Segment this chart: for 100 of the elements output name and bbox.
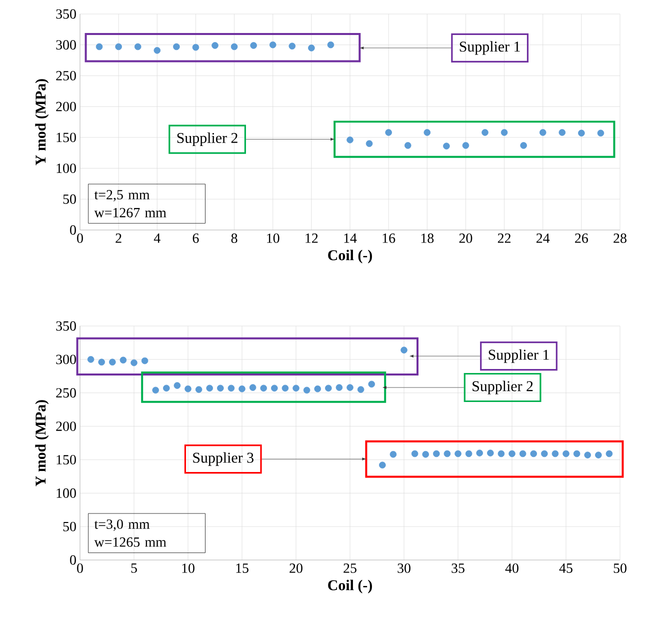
point bbox=[346, 136, 354, 144]
x-tick-label: 50 bbox=[614, 564, 626, 573]
x-tick-label: 0 bbox=[77, 564, 83, 573]
point bbox=[250, 42, 257, 49]
x-tick-label: 20 bbox=[459, 234, 472, 243]
y-tick-label: 100 bbox=[56, 164, 76, 173]
point bbox=[433, 450, 440, 458]
point bbox=[288, 42, 296, 50]
point bbox=[87, 356, 94, 363]
x-tick-label: 10 bbox=[267, 234, 280, 243]
point bbox=[212, 42, 218, 49]
point bbox=[366, 140, 373, 147]
point bbox=[530, 450, 537, 458]
point bbox=[573, 450, 580, 458]
y-axis-title: Y mod (MPa) bbox=[35, 400, 49, 486]
point bbox=[346, 384, 354, 391]
annotation: Supplier 3 bbox=[193, 452, 254, 466]
x-tick-label: 14 bbox=[344, 234, 357, 243]
x-tick-label: 18 bbox=[421, 234, 434, 243]
x-tick-label: 22 bbox=[498, 234, 510, 243]
point bbox=[404, 142, 412, 149]
annotation: t=2,5 mm bbox=[94, 190, 150, 202]
point bbox=[173, 43, 180, 50]
point bbox=[539, 129, 546, 136]
point bbox=[368, 380, 375, 388]
point bbox=[519, 450, 526, 458]
point bbox=[578, 130, 585, 136]
point bbox=[130, 359, 138, 366]
point bbox=[134, 43, 142, 50]
x-axis-title: Coil (-) bbox=[328, 580, 372, 594]
x-tick-label: 30 bbox=[398, 564, 410, 573]
point bbox=[109, 358, 116, 366]
point bbox=[174, 382, 181, 389]
x-tick-label: 15 bbox=[236, 564, 248, 573]
x-tick-label: 5 bbox=[131, 564, 137, 573]
x-tick-label: 25 bbox=[344, 564, 356, 573]
point bbox=[357, 386, 364, 393]
x-tick-label: 26 bbox=[575, 234, 588, 243]
x-tick-label: 8 bbox=[231, 234, 238, 243]
point bbox=[508, 450, 516, 458]
point bbox=[152, 386, 159, 394]
point bbox=[595, 452, 602, 458]
annotation: Supplier 1 bbox=[460, 41, 520, 55]
point bbox=[454, 450, 462, 458]
point bbox=[192, 44, 200, 51]
point bbox=[292, 384, 300, 392]
point bbox=[325, 384, 332, 392]
point bbox=[96, 43, 103, 50]
annotation: Supplier 1 bbox=[488, 349, 549, 363]
point bbox=[443, 142, 450, 150]
point bbox=[230, 43, 238, 50]
point bbox=[558, 129, 566, 136]
x-tick-label: 0 bbox=[77, 234, 83, 243]
point bbox=[482, 129, 488, 136]
point bbox=[606, 450, 613, 458]
point bbox=[444, 450, 451, 458]
point bbox=[120, 356, 127, 364]
point bbox=[260, 384, 267, 392]
y-tick-label: 0 bbox=[70, 225, 76, 235]
point bbox=[597, 130, 604, 136]
point bbox=[141, 357, 148, 364]
point bbox=[487, 450, 494, 456]
point bbox=[308, 44, 315, 52]
x-tick-label: 6 bbox=[192, 234, 199, 243]
x-tick-label: 20 bbox=[290, 564, 302, 573]
annotation: w=1265 mm bbox=[94, 537, 166, 547]
point bbox=[541, 450, 548, 458]
y-tick-label: 150 bbox=[56, 132, 76, 142]
point bbox=[411, 450, 418, 458]
y-tick-label: 350 bbox=[56, 321, 76, 331]
point bbox=[327, 41, 334, 48]
point bbox=[552, 450, 559, 458]
point bbox=[465, 450, 472, 458]
point bbox=[390, 450, 397, 458]
point bbox=[422, 450, 429, 458]
y-tick-label: 200 bbox=[56, 102, 76, 112]
point bbox=[584, 452, 591, 458]
y-tick-label: 300 bbox=[56, 354, 76, 364]
x-tick-label: 35 bbox=[452, 564, 464, 573]
point bbox=[498, 450, 505, 458]
point bbox=[228, 384, 235, 392]
annotation: Supplier 2 bbox=[177, 132, 238, 146]
point bbox=[269, 41, 276, 48]
point bbox=[271, 384, 278, 392]
point bbox=[238, 385, 246, 392]
point bbox=[115, 43, 122, 50]
x-tick-label: 2 bbox=[116, 234, 122, 243]
point bbox=[195, 386, 202, 393]
x-tick-label: 24 bbox=[536, 234, 550, 243]
point bbox=[424, 129, 431, 136]
point bbox=[520, 142, 527, 149]
x-tick-label: 10 bbox=[182, 564, 194, 573]
point bbox=[562, 450, 570, 458]
y-tick-label: 0 bbox=[70, 555, 76, 565]
y-tick-label: 150 bbox=[56, 455, 76, 464]
point bbox=[163, 384, 170, 392]
point bbox=[249, 384, 256, 391]
y-tick-label: 100 bbox=[56, 488, 76, 498]
point bbox=[500, 129, 508, 136]
point bbox=[184, 385, 192, 392]
